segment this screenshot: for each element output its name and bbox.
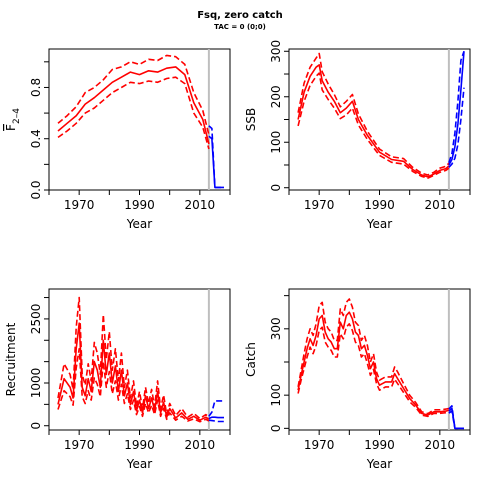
bottom-left-y-tick-label: 0 xyxy=(29,422,43,430)
bottom-right-x-axis-title: Year xyxy=(366,457,392,471)
top-left-x-tick-label: 2010 xyxy=(185,198,216,212)
top-left-series-history-dashed-2 xyxy=(57,76,210,150)
bottom-left-x-tick-label: 1970 xyxy=(64,438,95,452)
top-left-y-axis-title-subscript: 2–4 xyxy=(12,108,22,124)
top-right-y-axis-title: SSB xyxy=(244,108,258,131)
bottom-right-x-tick-label: 2010 xyxy=(425,438,456,452)
bottom-right-y-axis-title: Catch xyxy=(244,342,258,377)
bottom-right-series-history-solid-0 xyxy=(297,311,450,416)
top-left-x-tick-label: 1970 xyxy=(64,198,95,212)
bottom-left-y-tick-label: 1000 xyxy=(29,368,43,399)
top-left-y-tick-label: 0.4 xyxy=(29,129,43,148)
top-right-x-tick-label: 2010 xyxy=(425,198,456,212)
top-left-series-forecast-dashed-4 xyxy=(208,125,224,189)
bottom-left-x-axis-title: Year xyxy=(126,457,152,471)
top-left-y-axis-title: F2–4 xyxy=(4,108,22,131)
bottom-left-series-history-dashed-2 xyxy=(57,347,210,423)
top-left-series-history-solid-0 xyxy=(57,66,210,145)
bottom-right-x-tick-label: 1990 xyxy=(364,438,395,452)
top-right-series-history-dashed-2 xyxy=(297,72,450,179)
top-right-x-tick-label: 1970 xyxy=(304,198,335,212)
bottom-left-y-tick-label: 2500 xyxy=(29,304,43,335)
bottom-right-y-tick-label: 100 xyxy=(269,384,283,407)
top-right-series-forecast-dashed-4 xyxy=(448,51,465,163)
top-right-x-axis-title: Year xyxy=(366,217,392,231)
top-right-series-history-solid-0 xyxy=(297,64,450,178)
bottom-right-plot-frame xyxy=(288,288,471,431)
bottom-right-y-tick-label: 300 xyxy=(269,317,283,340)
top-right-y-tick-label: 200 xyxy=(269,85,283,108)
top-left-series-history-dashed-1 xyxy=(57,54,210,136)
top-right-x-tick-label: 1990 xyxy=(364,198,395,212)
top-left-y-tick-label: 0.0 xyxy=(29,180,43,199)
bottom-left-y-axis-title: Recruitment xyxy=(4,322,18,396)
bottom-left-x-tick-label: 2010 xyxy=(185,438,216,452)
top-left-x-tick-label: 1990 xyxy=(124,198,155,212)
bottom-left-series-forecast-dashed-5 xyxy=(208,419,224,423)
top-left-y-tick-label: 0.8 xyxy=(29,78,43,97)
top-right-series-forecast-dashed-5 xyxy=(448,87,465,168)
top-left-series-forecast-solid-3 xyxy=(208,135,224,189)
bottom-right-series-history-dashed-1 xyxy=(297,298,450,415)
top-right-y-tick-label: 0 xyxy=(269,184,283,192)
top-left-x-axis-title: Year xyxy=(126,217,152,231)
bottom-left-series-history-solid-0 xyxy=(57,322,210,422)
figure-title: Fsq, zero catch xyxy=(197,10,283,21)
bottom-right-series-history-dashed-2 xyxy=(297,322,450,418)
bottom-left-series-forecast-solid-3 xyxy=(208,416,224,420)
top-right-series-forecast-solid-3 xyxy=(448,51,465,166)
top-right-y-tick-label: 100 xyxy=(269,131,283,154)
bottom-left-series-history-dashed-1 xyxy=(57,296,210,420)
bottom-right-y-tick-label: 0 xyxy=(269,425,283,433)
bottom-left-series-forecast-dashed-4 xyxy=(208,400,224,417)
figure-subtitle: TAC = 0 (0;0) xyxy=(214,23,266,31)
bottom-right-x-tick-label: 1970 xyxy=(304,438,335,452)
top-right-y-tick-label: 300 xyxy=(269,40,283,63)
bottom-left-x-tick-label: 1990 xyxy=(124,438,155,452)
bottom-right-series-forecast-dashed-5 xyxy=(448,410,464,430)
top-left-y-axis-title-main: F xyxy=(4,124,18,131)
